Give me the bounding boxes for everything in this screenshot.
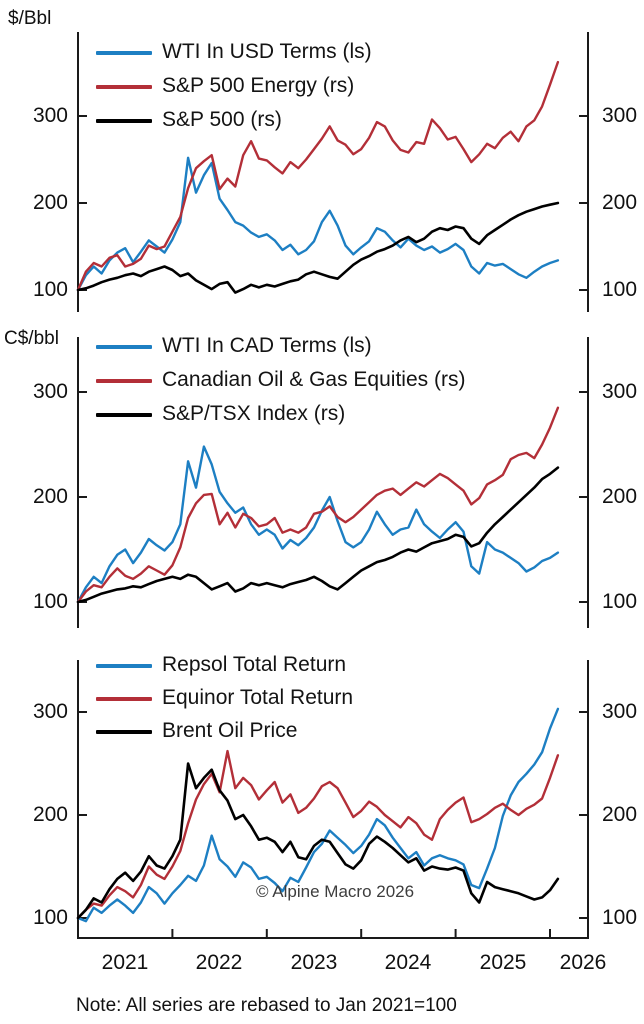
ytick-label: 100 [32,278,68,301]
xtick-label-2023: 2023 [290,951,338,974]
legend-swatch-sp500 [96,119,152,123]
legend-label-equinor: Equinor Total Return [162,686,354,709]
ytick-label: 300 [602,104,638,127]
legend-swatch-repsol [96,664,152,668]
middle-panel-unit-label: C$/bbl [4,328,59,349]
xtick-label-2021: 2021 [101,951,149,974]
legend-swatch-wti-usd [96,51,152,55]
ytick-label: 200 [602,485,638,508]
legend-swatch-sptsx [96,413,152,417]
top-panel-unit-label: $/Bbl [8,8,52,29]
legend-label-sptsx: S&P/TSX Index (rs) [162,402,346,425]
legend-label-wti-usd: WTI In USD Terms (ls) [162,40,372,63]
xtick-label-2026: 2026 [559,951,607,974]
xtick-label-2025: 2025 [479,951,527,974]
footnote: Note: All series are rebased to Jan 2021… [76,995,457,1016]
ytick-label: 300 [32,104,68,127]
legend-swatch-wti-cad [96,345,152,349]
ytick-label: 100 [602,590,638,613]
ytick-label: 200 [602,803,638,826]
ytick-label: 100 [32,590,68,613]
ytick-label: 200 [602,191,638,214]
ytick-label: 200 [32,191,68,214]
copyright-watermark: © Alpine Macro 2026 [256,882,415,901]
ytick-label: 300 [32,380,68,403]
ytick-label: 300 [602,700,638,723]
ytick-label: 200 [32,803,68,826]
legend-label-sp500: S&P 500 (rs) [162,108,282,131]
legend-swatch-cad-oil-gas [96,379,152,383]
legend-label-brent: Brent Oil Price [162,719,298,742]
xtick-label-2024: 2024 [384,951,432,974]
ytick-label: 100 [32,906,68,929]
legend-swatch-equinor [96,697,152,701]
ytick-label: 200 [32,485,68,508]
legend-label-sp500-energy: S&P 500 Energy (rs) [162,74,355,97]
ytick-label: 300 [32,700,68,723]
legend-label-repsol: Repsol Total Return [162,653,347,676]
ytick-label: 100 [602,906,638,929]
ytick-label: 100 [602,278,638,301]
ytick-label: 300 [602,380,638,403]
legend-swatch-sp500-energy [96,85,152,89]
legend-swatch-brent [96,730,152,734]
legend-label-wti-cad: WTI In CAD Terms (ls) [162,334,372,357]
xtick-label-2022: 2022 [195,951,243,974]
legend-label-cad-oil-gas: Canadian Oil & Gas Equities (rs) [162,368,466,391]
